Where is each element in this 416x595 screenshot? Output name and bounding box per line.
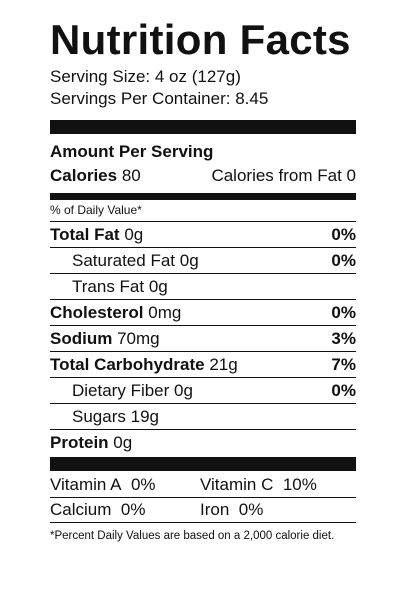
calories-row: Calories 80 Calories from Fat 0 xyxy=(50,164,356,188)
nutrient-label: Saturated Fat xyxy=(72,251,176,270)
footnote: *Percent Daily Values are based on a 2,0… xyxy=(50,530,335,542)
medium-divider xyxy=(50,193,356,200)
nutrient-row-total-carbohydrate: Total Carbohydrate 21g 7% xyxy=(50,352,356,378)
vitamin-label: Iron xyxy=(200,500,230,519)
nutrient-amount: 0g xyxy=(179,251,199,270)
nutrient-amount: 0g xyxy=(174,381,193,400)
vitamin-value: 10% xyxy=(282,475,317,494)
thick-divider-bottom xyxy=(50,457,356,471)
nutrient-pct: 0% xyxy=(331,251,356,270)
calories-cell: Calories 80 xyxy=(50,164,141,188)
vitamin-value: 0% xyxy=(238,500,264,519)
vitamin-label: Vitamin A xyxy=(50,475,122,494)
thick-divider-top xyxy=(50,120,356,134)
vitamin-label: Calcium xyxy=(50,500,112,519)
nutrient-name-cell: Total Carbohydrate 21g xyxy=(50,352,238,377)
nutrient-amount: 0mg xyxy=(148,303,182,322)
label-title: Nutrition Facts xyxy=(50,16,351,63)
nutrient-row-total-fat: Total Fat 0g 0% xyxy=(50,222,356,248)
nutrient-pct: 0% xyxy=(331,381,356,400)
nutrient-row-sodium: Sodium 70mg 3% xyxy=(50,326,356,352)
nutrient-row-sugars: Sugars 19g xyxy=(50,404,356,430)
nutrient-pct: 0% xyxy=(331,225,356,244)
nutrient-label: Total Carbohydrate xyxy=(50,355,205,374)
nutrient-name-cell: Total Fat 0g xyxy=(50,222,143,247)
nutrient-name-cell: Trans Fat 0g xyxy=(50,274,168,299)
nutrient-name-cell: Saturated Fat 0g xyxy=(50,248,199,273)
nutrient-amount: 21g xyxy=(209,355,238,374)
nutrient-label: Cholesterol xyxy=(50,303,144,322)
nutrient-label: Trans Fat xyxy=(72,277,145,296)
nutrient-name-cell: Sugars 19g xyxy=(50,404,159,429)
nutrient-amount: 0g xyxy=(148,277,168,296)
calcium: Calcium 0% xyxy=(50,498,200,522)
vitamin-value: 0% xyxy=(130,475,156,494)
vitamin-label: Vitamin C xyxy=(200,475,274,494)
nutrient-row-dietary-fiber: Dietary Fiber 0g 0% xyxy=(50,378,356,404)
nutrient-amount: 0g xyxy=(113,433,133,452)
nutrient-pct: 7% xyxy=(331,355,356,374)
nutrient-name-cell: Dietary Fiber 0g xyxy=(50,378,193,403)
vitamin-row-1: Vitamin A 0% Vitamin C 10% xyxy=(50,473,356,498)
nutrient-label: Sodium xyxy=(50,329,113,348)
nutrient-label: Sugars xyxy=(72,407,126,426)
nutrient-pct: 0% xyxy=(331,303,356,322)
nutrient-name-cell: Cholesterol 0mg xyxy=(50,300,181,325)
nutrient-row-saturated-fat: Saturated Fat 0g 0% xyxy=(50,248,356,274)
nutrient-label: Dietary Fiber xyxy=(72,381,170,400)
nutrition-facts-label: Nutrition Facts Serving Size: 4 oz (127g… xyxy=(50,16,356,576)
calories-from-fat: Calories from Fat 0 xyxy=(211,166,356,185)
iron: Iron 0% xyxy=(200,498,350,522)
nutrient-amount: 0g xyxy=(124,225,144,244)
nutrient-row-protein: Protein 0g xyxy=(50,430,356,455)
nutrient-amount: 70mg xyxy=(117,329,160,348)
vitamin-a: Vitamin A 0% xyxy=(50,473,200,497)
nutrient-label: Total Fat xyxy=(50,225,120,244)
nutrient-row-trans-fat: Trans Fat 0g xyxy=(50,274,356,300)
calories-label: Calories xyxy=(50,166,118,185)
vitamin-value: 0% xyxy=(120,500,146,519)
amount-per-serving: Amount Per Serving xyxy=(50,142,214,161)
nutrient-pct: 3% xyxy=(331,329,356,348)
nutrient-name-cell: Protein 0g xyxy=(50,430,132,455)
servings-per-container: Servings Per Container: 8.45 xyxy=(50,89,269,108)
calories-value: 80 xyxy=(121,166,141,185)
nutrient-row-cholesterol: Cholesterol 0mg 0% xyxy=(50,300,356,326)
nutrient-label: Protein xyxy=(50,433,109,452)
serving-size: Serving Size: 4 oz (127g) xyxy=(50,67,241,86)
vitamin-c: Vitamin C 10% xyxy=(200,473,350,497)
vitamin-row-2: Calcium 0% Iron 0% xyxy=(50,498,356,523)
nutrient-amount: 19g xyxy=(130,407,159,426)
nutrient-name-cell: Sodium 70mg xyxy=(50,326,160,351)
daily-value-header: % of Daily Value* xyxy=(50,200,356,222)
